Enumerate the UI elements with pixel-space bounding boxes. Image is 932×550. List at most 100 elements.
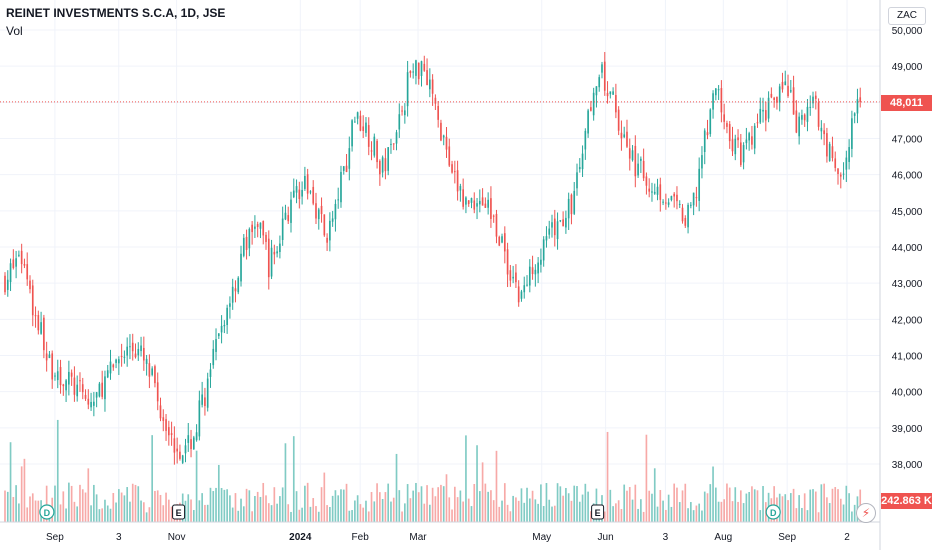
candle-body: [492, 215, 495, 217]
lightning-icon[interactable]: ⚡: [856, 503, 876, 523]
candle-body: [626, 131, 628, 147]
volume-bar: [634, 484, 637, 522]
candle-body: [4, 275, 6, 293]
volume-bar: [379, 492, 381, 522]
volume-bar: [101, 508, 104, 522]
candle-body: [259, 222, 262, 229]
candle-body: [301, 189, 303, 197]
volume-bar: [131, 483, 134, 522]
currency-button[interactable]: ZAC: [888, 7, 926, 25]
candle-body: [726, 123, 728, 127]
candle-body: [537, 262, 539, 274]
volume-bar: [806, 510, 809, 522]
candle-body: [87, 398, 90, 405]
dividend-marker[interactable]: D: [39, 504, 55, 520]
candle-body: [204, 397, 206, 407]
candle-body: [581, 153, 584, 170]
candle-body: [215, 339, 217, 352]
candle-body: [837, 168, 839, 175]
candle-body: [223, 324, 226, 327]
volume-bar: [526, 487, 528, 522]
candle-body: [395, 132, 398, 144]
volume-bar: [248, 490, 251, 522]
candle-body: [698, 168, 701, 201]
volume-bar: [429, 504, 431, 522]
candle-body: [59, 367, 62, 386]
volume-bar: [626, 490, 628, 522]
candle-body: [90, 401, 92, 408]
candle-body: [93, 401, 95, 406]
candle-body: [417, 62, 420, 80]
volume-bar: [609, 489, 612, 522]
candle-body: [54, 375, 56, 377]
volume-bar: [556, 483, 559, 522]
volume-bar: [628, 487, 631, 522]
candle-body: [739, 142, 742, 165]
x-tick-label: May: [532, 532, 551, 543]
candle-body: [434, 97, 437, 104]
candle-body: [817, 102, 820, 127]
candle-body: [728, 124, 731, 142]
volume-bar: [653, 468, 656, 522]
candle-body: [68, 371, 70, 385]
candle-body: [781, 81, 784, 90]
volume-bar: [570, 500, 573, 522]
volume-bar: [542, 506, 545, 522]
candle-body: [592, 92, 595, 116]
candle-body: [681, 207, 684, 222]
candle-body: [423, 63, 426, 71]
volume-indicator-label[interactable]: Vol: [6, 24, 23, 38]
candle-body: [759, 108, 762, 123]
dividend-marker[interactable]: D: [765, 504, 781, 520]
volume-bar: [845, 485, 848, 522]
candle-body: [809, 106, 812, 108]
volume-bar: [301, 507, 303, 522]
candle-body: [354, 121, 356, 123]
volume-bar: [231, 507, 234, 522]
candle-body: [451, 164, 453, 173]
volume-bar: [112, 493, 115, 522]
candle-body: [190, 439, 192, 450]
candle-body: [109, 361, 112, 374]
volume-bar: [501, 500, 503, 522]
candle-body: [748, 133, 750, 141]
volume-bar: [814, 491, 817, 522]
volume-bar: [440, 484, 442, 522]
candle-body: [545, 236, 548, 241]
volume-bar: [29, 496, 31, 522]
candle-body: [540, 259, 542, 265]
candle-body: [834, 158, 837, 168]
candle-body: [317, 209, 320, 220]
candle-body: [598, 77, 601, 88]
earnings-marker[interactable]: E: [591, 504, 605, 520]
candle-body: [495, 213, 498, 237]
volume-bar: [581, 494, 584, 522]
volume-bar: [423, 503, 426, 522]
volume-bar: [306, 482, 309, 522]
volume-bar: [251, 511, 253, 522]
volume-bar: [659, 489, 662, 522]
candle-body: [756, 122, 759, 124]
candle-body: [251, 224, 253, 233]
earnings-marker[interactable]: E: [172, 504, 186, 520]
volume-bar: [198, 500, 201, 522]
volume-bar: [217, 464, 220, 522]
volume-bar: [465, 435, 467, 522]
volume-bar: [481, 462, 484, 522]
volume-bar: [337, 495, 340, 522]
volume-bar: [623, 484, 626, 522]
volume-bar: [376, 483, 378, 522]
candle-body: [154, 366, 156, 384]
candle-body: [695, 197, 698, 199]
volume-bar: [206, 504, 209, 522]
x-tick-label: 2: [844, 532, 850, 543]
candle-body: [237, 277, 240, 293]
candle-body: [170, 433, 173, 435]
volume-bar: [109, 508, 112, 522]
candle-body: [404, 110, 406, 116]
volume-bar: [165, 492, 167, 522]
candle-body: [287, 215, 290, 222]
candle-body: [448, 146, 451, 166]
